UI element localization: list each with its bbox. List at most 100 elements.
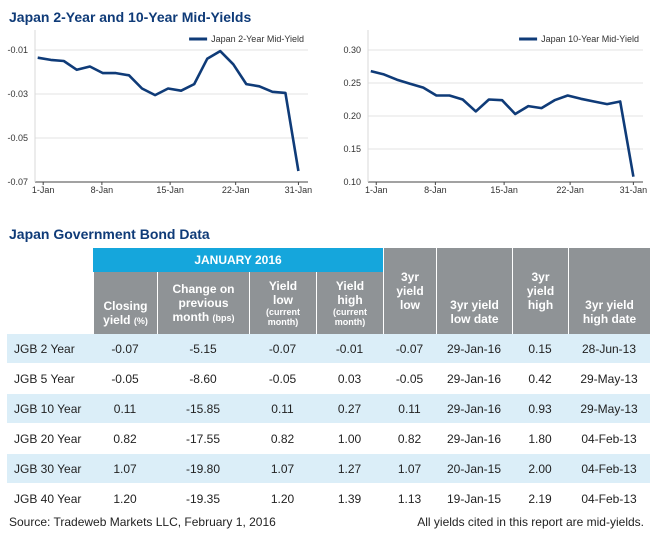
legend-label: Japan 2-Year Mid-Yield [211,34,304,44]
header-change-previous-month: Change on previous month (bps) [157,272,249,334]
table-cell: 29-Jan-16 [436,394,512,424]
table-cell: -17.55 [157,424,249,454]
header-line: previous [178,295,229,310]
table-cell: 04-Feb-13 [568,424,650,454]
bond-data-table: JANUARY 2016 3yr yield low 3yr yield low… [7,248,650,514]
table-row: JGB 20 Year 0.82 -17.55 0.82 1.00 0.82 29-Jan-… [7,424,650,454]
source-note: Source: Tradeweb Markets LLC, February 1… [9,515,276,529]
table-cell: 0.11 [249,394,316,424]
y-tick-label: -0.05 [7,133,28,143]
header-line: low [400,298,420,312]
table-cell: 04-Feb-13 [568,484,650,514]
page-title: Japan 2-Year and 10-Year Mid-Yields [9,9,252,25]
table-cell: -0.05 [383,364,436,394]
header-3yr-yield-high: 3yr yield high [512,248,568,334]
header-line: low [273,293,293,307]
x-tick-label: 15-Jan [490,185,518,195]
series-line [370,69,635,177]
header-yield-low: Yield low (current month) [249,272,316,334]
header-line: 3yr [400,270,420,284]
header-line: month [172,309,210,324]
table-cell: 1.80 [512,424,568,454]
table-cell: -0.07 [249,334,316,364]
x-tick-label: 22-Jan [556,185,584,195]
table-cell: 29-Jan-16 [436,424,512,454]
row-label: JGB 20 Year [7,424,93,454]
table-cell: 2.19 [512,484,568,514]
header-line: yield [103,313,131,327]
table-cell: 0.11 [383,394,436,424]
series-line [37,49,300,172]
table-cell: 0.11 [93,394,157,424]
table-cell: 0.27 [316,394,383,424]
table-title: Japan Government Bond Data [9,226,210,242]
header-line: high [337,293,363,307]
table-cell: -8.60 [157,364,249,394]
header-line: low date [450,312,499,326]
table-cell: 0.93 [512,394,568,424]
header-blank [7,248,93,334]
table-cell: -19.80 [157,454,249,484]
table-row: JGB 10 Year 0.11 -15.85 0.11 0.27 0.11 29-Jan-… [7,394,650,424]
table-cell: -0.07 [93,334,157,364]
table-cell: 1.39 [316,484,383,514]
table-cell: 0.42 [512,364,568,394]
row-label: JGB 10 Year [7,394,93,424]
table-cell: -5.15 [157,334,249,364]
header-line: Change on [172,281,235,296]
table-cell: 20-Jan-15 [436,454,512,484]
table-body: JGB 2 Year -0.07 -5.15 -0.07 -0.01 -0.07 29-Ja… [7,334,650,514]
header-unit: (%) [133,316,148,326]
row-label: JGB 40 Year [7,484,93,514]
table-row: JGB 40 Year 1.20 -19.35 1.20 1.39 1.13 19-Jan-… [7,484,650,514]
header-band-january: JANUARY 2016 [93,248,383,272]
charts-area: -0.01 -0.03 -0.05 -0.07 1-Jan 8-Jan 15-Jan 22-J… [7,30,647,195]
header-line: Yield [268,279,298,293]
table-cell: 29-Jan-16 [436,334,512,364]
table-cell: 1.07 [93,454,157,484]
y-tick-label: -0.01 [7,45,28,55]
chart-2: 0.30 0.25 0.20 0.15 0.10 1-Jan 8-Jan 15-Jan 22-J… [343,30,647,195]
header-closing-yield: Closing yield (%) [93,272,157,334]
table-cell: 1.27 [316,454,383,484]
table-cell: 29-Jan-16 [436,364,512,394]
y-tick-label: 0.10 [343,177,361,187]
header-sub: (current [332,307,367,317]
header-3yr-yield-high-date: 3yr yield high date [568,248,650,334]
row-label: JGB 5 Year [7,364,93,394]
mid-yield-note: All yields cited in this report are mid-… [417,515,644,529]
table-cell: 0.03 [316,364,383,394]
x-tick-label: 1-Jan [365,185,388,195]
header-line: 3yr yield [450,298,499,312]
table-cell: -0.05 [93,364,157,394]
header-3yr-yield-low-date: 3yr yield low date [436,248,512,334]
row-label: JGB 30 Year [7,454,93,484]
header-line: Closing [103,299,148,313]
table-cell: -0.07 [383,334,436,364]
table-cell: 1.07 [249,454,316,484]
table-cell: -0.01 [316,334,383,364]
y-tick-label: 0.20 [343,111,361,121]
header-line: 3yr yield [585,298,634,312]
table-cell: 0.82 [383,424,436,454]
y-tick-label: 0.30 [343,45,361,55]
table-cell: 28-Jun-13 [568,334,650,364]
table-cell: 1.13 [383,484,436,514]
table-cell: 19-Jan-15 [436,484,512,514]
y-tick-label: 0.25 [343,78,361,88]
y-tick-label: 0.15 [343,144,361,154]
x-tick-label: 1-Jan [32,185,55,195]
table-cell: -19.35 [157,484,249,514]
header-line: yield [396,284,424,298]
x-tick-label: 8-Jan [91,185,114,195]
x-tick-label: 15-Jan [156,185,184,195]
header-line: high date [582,312,637,326]
y-tick-label: -0.07 [7,177,28,187]
table-row: JGB 2 Year -0.07 -5.15 -0.07 -0.01 -0.07 29-Ja… [7,334,650,364]
table-cell: -0.05 [249,364,316,394]
header-line: 3yr [531,270,550,284]
header-line: yield [526,284,555,298]
x-tick-label: 8-Jan [424,185,447,195]
table-cell: 0.82 [93,424,157,454]
legend-label: Japan 10-Year Mid-Yield [541,34,639,44]
